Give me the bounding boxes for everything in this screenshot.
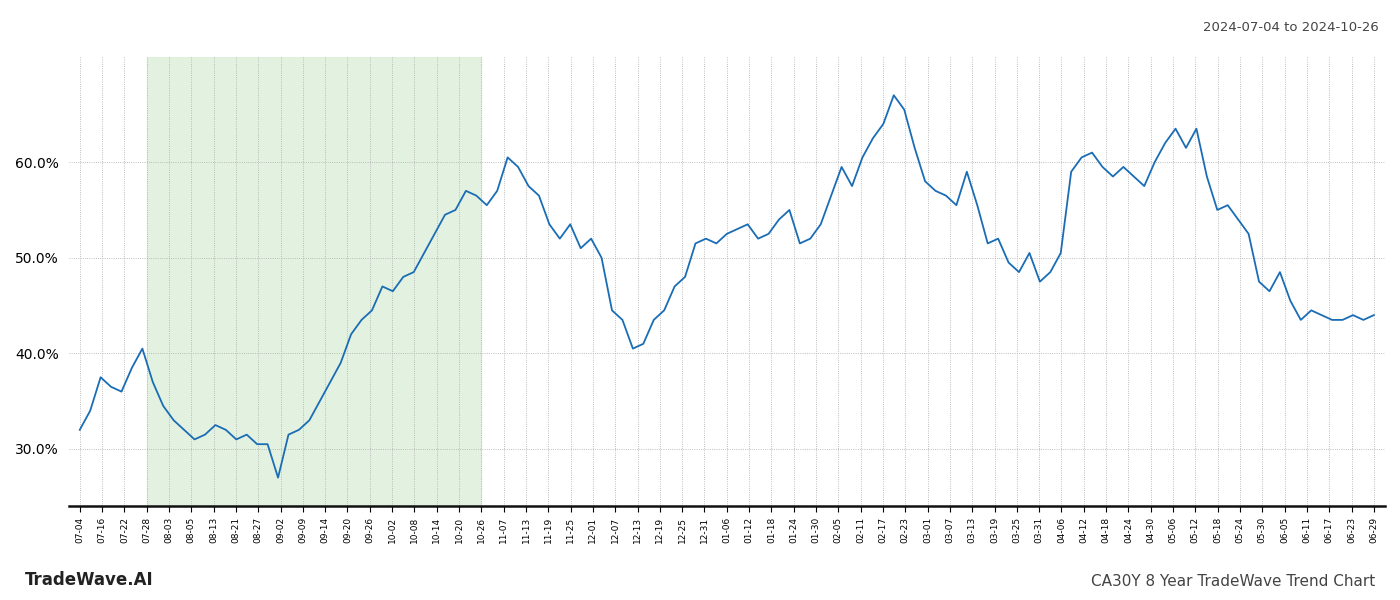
Text: CA30Y 8 Year TradeWave Trend Chart: CA30Y 8 Year TradeWave Trend Chart — [1091, 574, 1375, 589]
Bar — [147, 57, 482, 506]
Text: TradeWave.AI: TradeWave.AI — [25, 571, 154, 589]
Text: 2024-07-04 to 2024-10-26: 2024-07-04 to 2024-10-26 — [1203, 21, 1379, 34]
